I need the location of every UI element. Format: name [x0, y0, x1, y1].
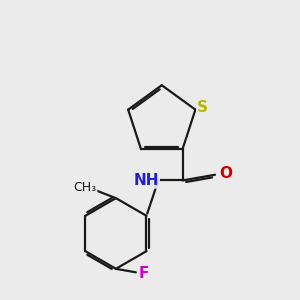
Text: S: S — [197, 100, 208, 115]
Text: O: O — [219, 166, 232, 181]
Text: CH₃: CH₃ — [74, 181, 97, 194]
Text: NH: NH — [134, 173, 159, 188]
Text: F: F — [139, 266, 149, 281]
